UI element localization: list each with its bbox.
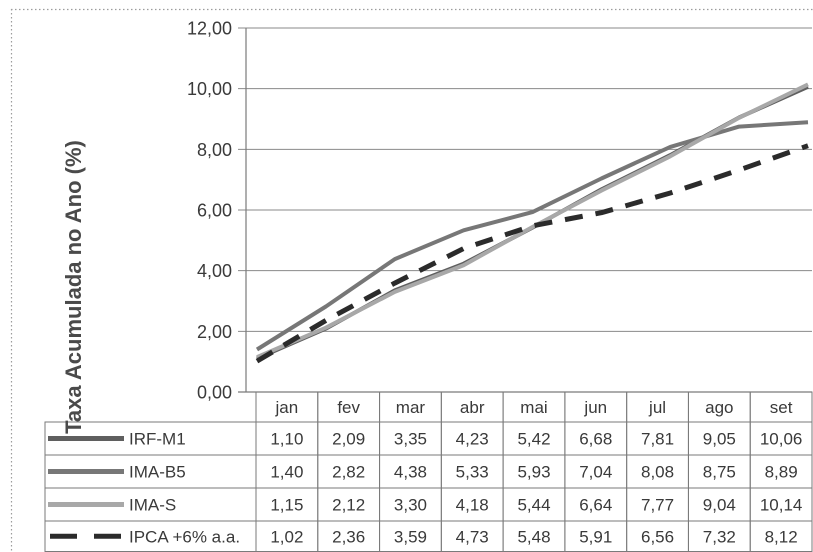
data-label: 4,18 <box>456 496 489 515</box>
data-label: 2,82 <box>332 463 365 482</box>
data-label: 5,44 <box>517 496 550 515</box>
data-label: 9,04 <box>703 496 736 515</box>
data-label: 8,75 <box>703 463 736 482</box>
category-label: abr <box>460 398 485 417</box>
data-label: 5,93 <box>517 463 550 482</box>
data-label: 8,89 <box>765 463 798 482</box>
y-tick-label: 6,00 <box>197 201 232 221</box>
legend-label: IPCA +6% a.a. <box>129 527 240 546</box>
data-label: 5,91 <box>579 527 612 546</box>
series-line-ima-s <box>256 82 809 359</box>
category-label: jun <box>583 398 607 417</box>
data-label: 1,40 <box>270 463 303 482</box>
category-label: ago <box>705 398 733 417</box>
data-label: 7,81 <box>641 430 674 449</box>
data-label: 10,06 <box>760 430 803 449</box>
y-tick-label: 4,00 <box>197 261 232 281</box>
category-label: fev <box>337 398 360 417</box>
data-label: 7,04 <box>579 463 612 482</box>
gridlines <box>238 27 812 393</box>
data-label: 3,59 <box>394 527 427 546</box>
data-label: 6,68 <box>579 430 612 449</box>
data-label: 2,36 <box>332 527 365 546</box>
data-label: 5,42 <box>517 430 550 449</box>
data-label: 1,02 <box>270 527 303 546</box>
y-tick-label: 8,00 <box>197 140 232 160</box>
legend-label: IMA-B5 <box>129 463 186 482</box>
category-label: mai <box>520 398 547 417</box>
data-label: 3,35 <box>394 430 427 449</box>
data-label: 4,23 <box>456 430 489 449</box>
y-axis-title: Taxa Acumulada no Ano (%) <box>61 140 86 434</box>
data-label: 4,38 <box>394 463 427 482</box>
category-label: jan <box>275 398 299 417</box>
data-label: 2,09 <box>332 430 365 449</box>
category-label: set <box>770 398 793 417</box>
data-label: 3,30 <box>394 496 427 515</box>
data-label: 8,12 <box>765 527 798 546</box>
data-table: jan fev mar abr mai jun jul ago set IRF-M1 1,10 2,0… <box>44 391 813 552</box>
data-label: 5,48 <box>517 527 550 546</box>
series-line-ipca-6-a-a <box>255 143 809 364</box>
data-label: 7,77 <box>641 496 674 515</box>
y-axis-tick-labels: 0,00 2,00 4,00 6,00 8,00 10,00 12,00 <box>187 19 232 403</box>
data-label: 10,14 <box>760 496 803 515</box>
data-label: 2,12 <box>332 496 365 515</box>
y-tick-label: 0,00 <box>197 383 232 403</box>
category-label: jul <box>648 398 666 417</box>
data-label: 5,33 <box>456 463 489 482</box>
chart-frame <box>10 8 813 552</box>
data-label: 8,08 <box>641 463 674 482</box>
y-tick-label: 2,00 <box>197 322 232 342</box>
plot-lines <box>255 82 809 364</box>
data-label: 6,64 <box>579 496 612 515</box>
category-label: mar <box>396 398 426 417</box>
series-line-ima-b5 <box>255 120 809 352</box>
data-label: 9,05 <box>703 430 736 449</box>
data-label: 1,15 <box>270 496 303 515</box>
data-label: 4,73 <box>456 527 489 546</box>
legend-label: IRF-M1 <box>129 430 186 449</box>
data-label: 7,32 <box>703 527 736 546</box>
data-label: 6,56 <box>641 527 674 546</box>
legend-label: IMA-S <box>129 496 176 515</box>
y-tick-label: 10,00 <box>187 79 232 99</box>
data-label: 1,10 <box>270 430 303 449</box>
y-tick-label: 12,00 <box>187 19 232 39</box>
